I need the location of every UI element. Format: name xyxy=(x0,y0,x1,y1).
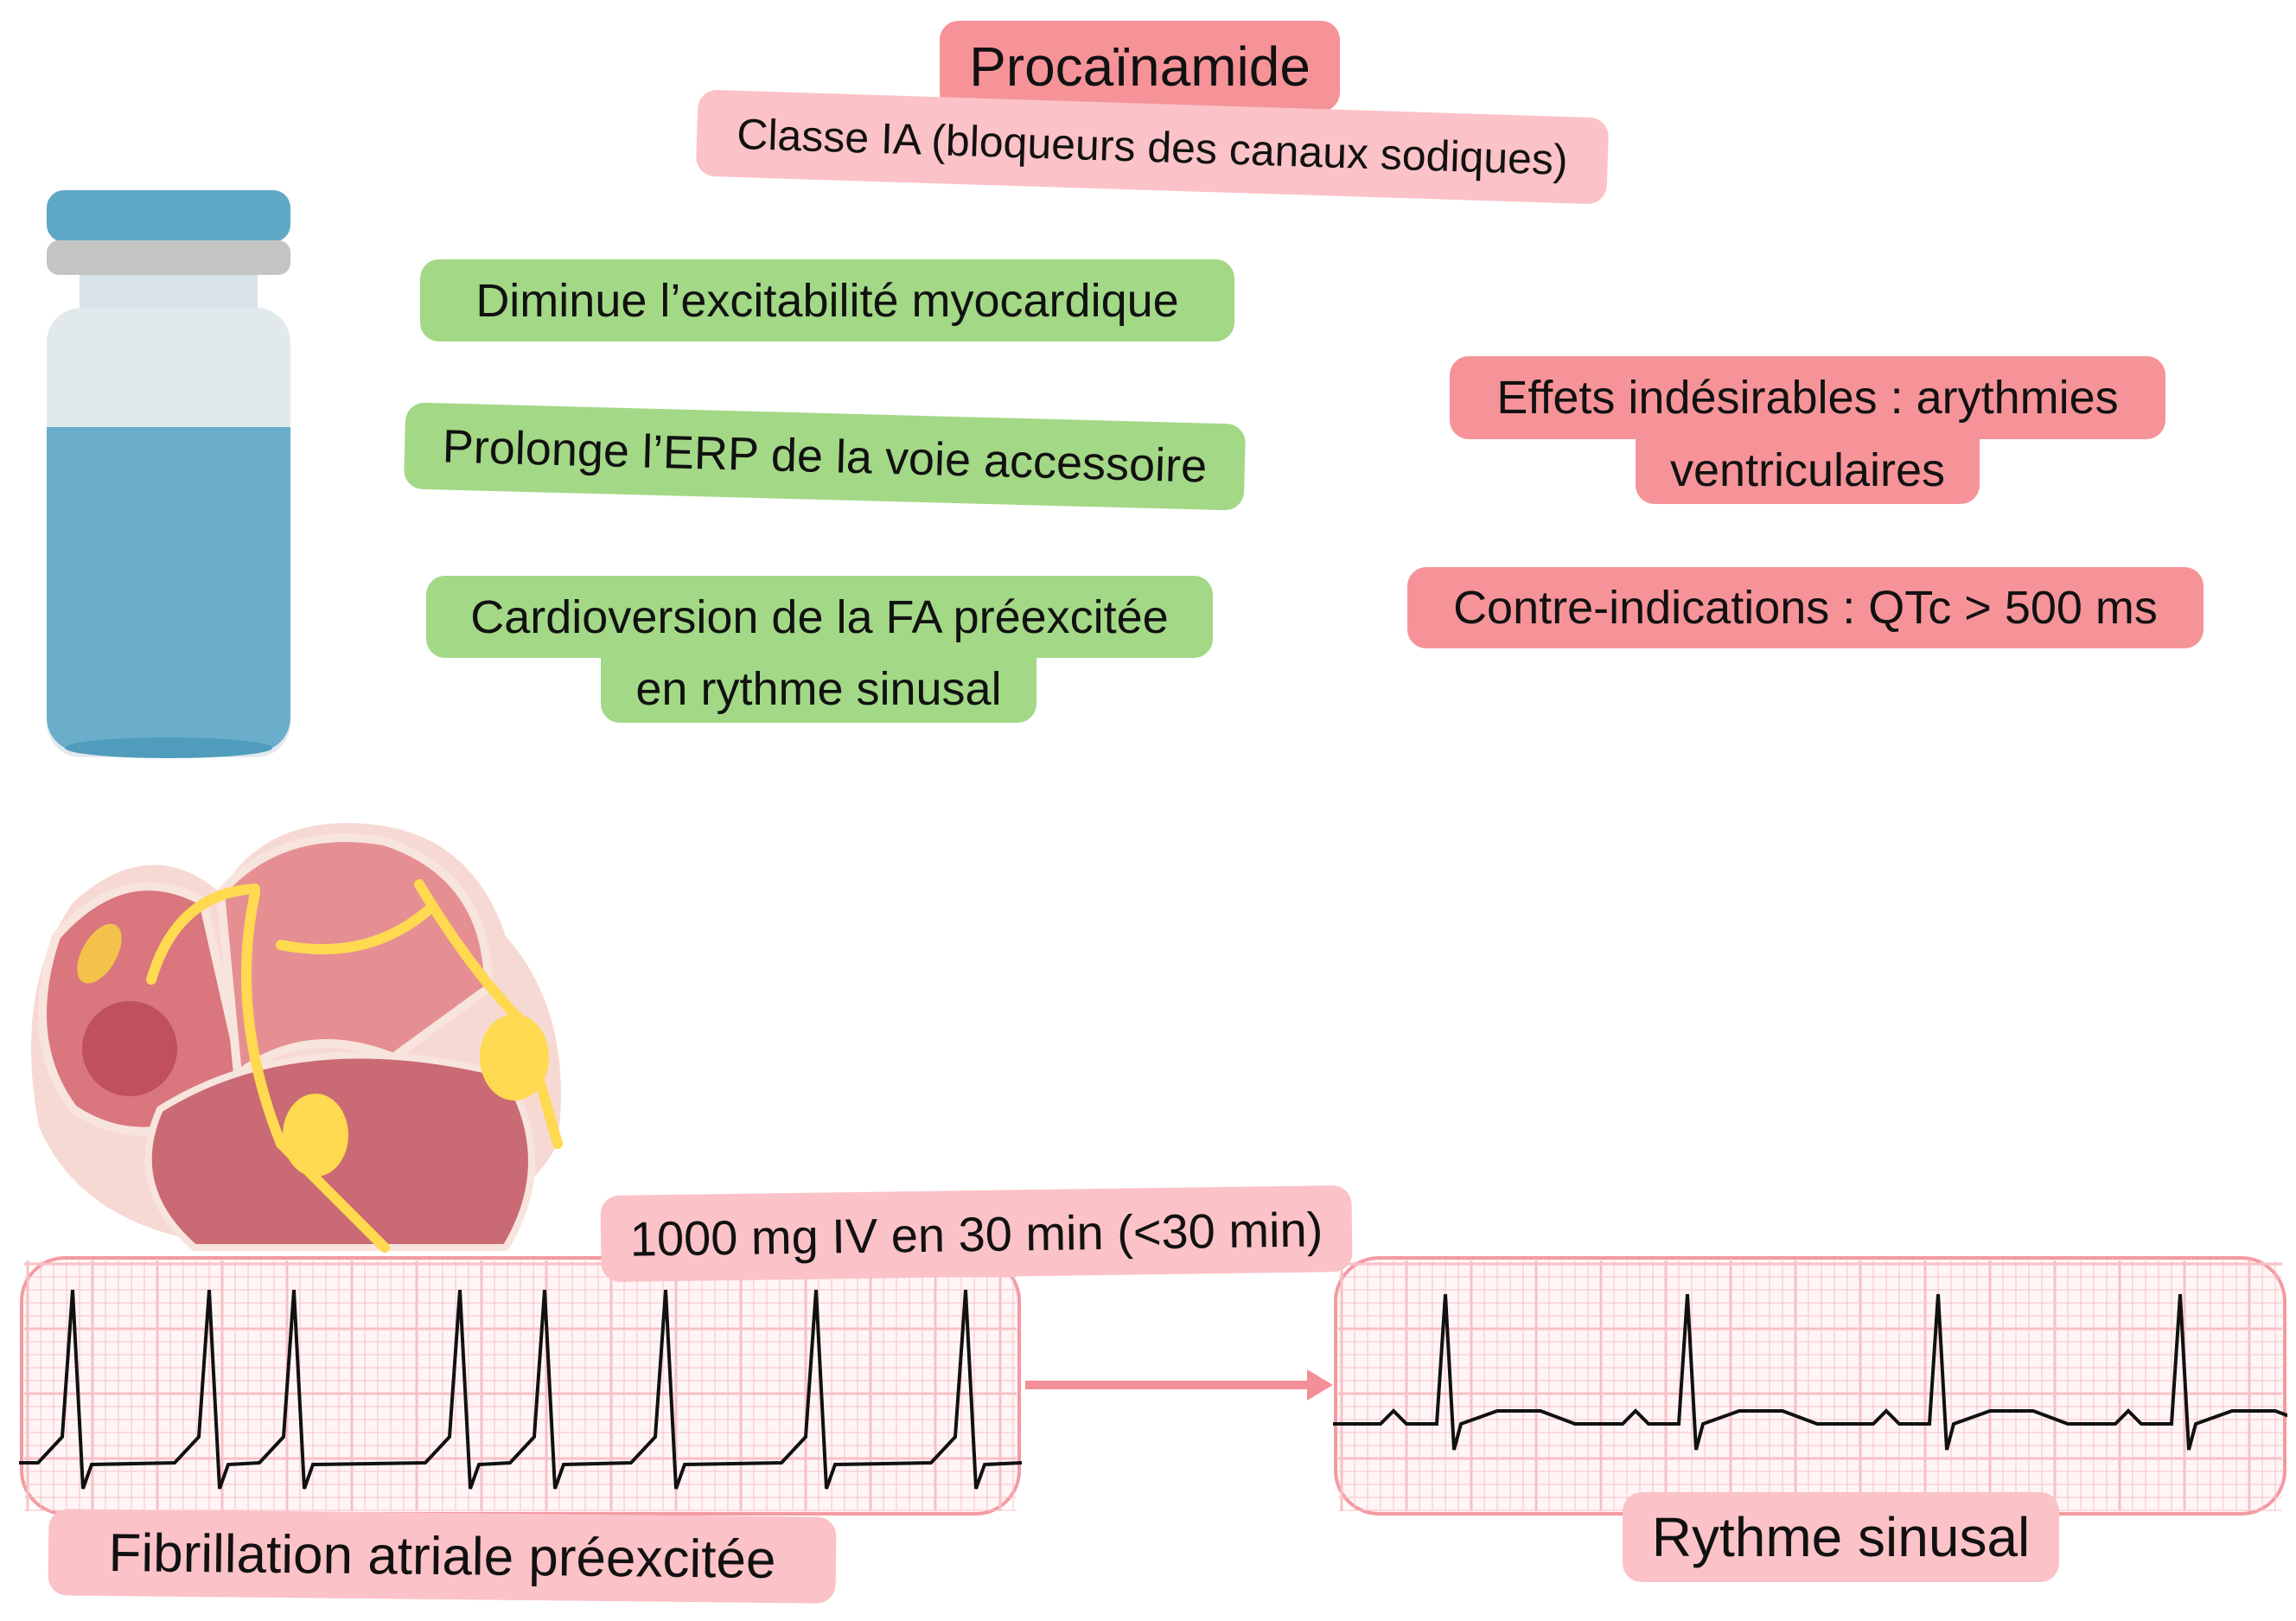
ecg-before-label: Fibrillation atriale préexcitée xyxy=(48,1509,837,1604)
adverse-line1: Effets indésirables : arythmies xyxy=(1450,356,2165,439)
arrow-icon xyxy=(1025,1369,1333,1401)
dose-label: 1000 mg IV en 30 min (<30 min) xyxy=(600,1184,1353,1283)
ecg-paper xyxy=(1334,1256,2286,1516)
effect-excitability: Diminue l’excitabilité myocardique xyxy=(420,259,1234,341)
ecg-trace xyxy=(1333,1293,2287,1451)
effect-erp: Prolonge l’ERP de la voie accessoire xyxy=(403,402,1247,511)
adverse-line2: ventriculaires xyxy=(1636,437,1980,504)
drug-class: Classe IA (bloqueurs des canaux sodiques… xyxy=(695,89,1610,205)
contraindication: Contre-indications : QTc > 500 ms xyxy=(1407,567,2204,648)
indication-line1: Cardioversion de la FA préexcitée xyxy=(426,576,1213,658)
ecg-strip-sinus xyxy=(1333,1256,2287,1516)
vial-illustration xyxy=(47,190,290,758)
indication-line2: en rythme sinusal xyxy=(601,655,1036,723)
ecg-strip-preexcited-af xyxy=(19,1256,1022,1516)
heart-illustration xyxy=(31,823,563,1253)
drug-title: Procaïnamide xyxy=(940,21,1340,112)
ecg-trace xyxy=(19,1289,1022,1490)
ecg-after-label: Rythme sinusal xyxy=(1623,1492,2059,1582)
